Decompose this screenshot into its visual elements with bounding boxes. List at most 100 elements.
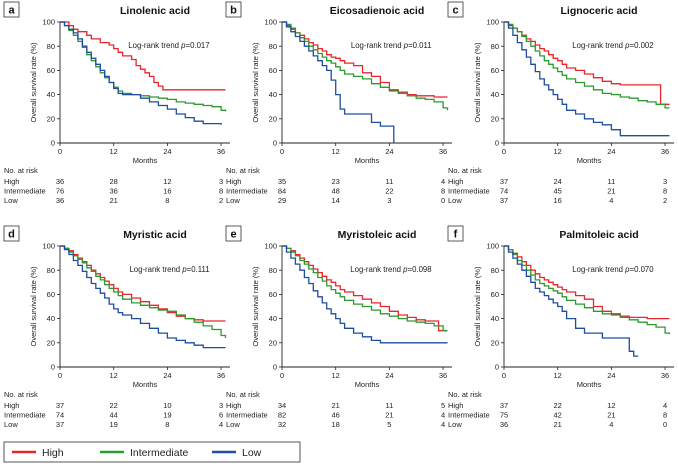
risk-value: 11 (385, 401, 393, 410)
risk-value: 3 (219, 401, 223, 410)
x-tick-label: 0 (58, 147, 62, 156)
risk-row-label: High (226, 401, 241, 410)
y-tick-label: 20 (491, 338, 499, 347)
y-tick-label: 60 (47, 66, 55, 75)
risk-value: 84 (278, 187, 286, 196)
panel-a: a Linolenic acid 0 20 40 60 80 100 0 12 24 36 Months… (3, 1, 230, 205)
risk-value: 18 (332, 420, 340, 429)
panel-label: f (454, 229, 458, 241)
annotation-p: p (624, 265, 630, 274)
annotation-prefix: Log-rank trend (128, 41, 181, 50)
panel-title: Eicosadienoic acid (330, 5, 425, 17)
y-tick-label: 20 (47, 114, 55, 123)
risk-value: 19 (110, 420, 118, 429)
x-tick-label: 24 (607, 147, 615, 156)
km-curve-low (282, 245, 448, 344)
x-axis-title: Months (355, 380, 380, 389)
risk-value: 12 (163, 177, 171, 186)
risk-value: 5 (387, 420, 391, 429)
x-tick-label: 12 (554, 147, 562, 156)
y-tick-label: 60 (269, 66, 277, 75)
y-axis-title: Overall survival rate (%) (473, 42, 482, 123)
x-tick-label: 24 (385, 371, 393, 380)
annotation-value: =0.111 (187, 265, 210, 274)
legend-label: Low (242, 447, 262, 459)
x-tick-label: 36 (439, 371, 447, 380)
y-tick-label: 60 (491, 66, 499, 75)
y-axis-title: Overall survival rate (%) (251, 42, 260, 123)
x-tick-label: 36 (661, 147, 669, 156)
y-tick-label: 20 (47, 338, 55, 347)
panel-title: Linolenic acid (120, 5, 190, 17)
annotation-p: p (181, 265, 187, 274)
annotation-prefix: Log-rank trend (572, 41, 625, 50)
risk-value: 21 (332, 401, 340, 410)
x-axis-title: Months (355, 156, 380, 165)
y-tick-label: 100 (486, 242, 499, 251)
risk-value: 21 (607, 187, 615, 196)
panel-label-box (447, 225, 464, 242)
x-tick-label: 0 (502, 371, 506, 380)
risk-row-label: High (226, 177, 241, 186)
x-tick-label: 36 (217, 147, 225, 156)
y-tick-label: 20 (269, 114, 277, 123)
risk-value: 46 (332, 411, 340, 420)
x-tick-label: 36 (217, 371, 225, 380)
risk-value: 8 (165, 196, 169, 205)
risk-value: 42 (554, 411, 562, 420)
risk-value: 24 (554, 177, 562, 186)
panel-label-box (3, 1, 20, 18)
risk-value: 28 (110, 177, 118, 186)
km-curve-low (282, 21, 395, 143)
km-curve-high (282, 21, 448, 98)
risk-value: 4 (441, 177, 445, 186)
km-curve-intermediate (504, 245, 671, 335)
risk-value: 16 (554, 196, 562, 205)
risk-value: 11 (607, 177, 615, 186)
annotation-p: p (402, 265, 408, 274)
risk-value: 4 (441, 411, 445, 420)
y-tick-label: 0 (273, 363, 277, 372)
risk-value: 21 (607, 411, 615, 420)
x-tick-label: 36 (439, 147, 447, 156)
x-tick-label: 24 (385, 147, 393, 156)
risk-table-heading: No. at risk (4, 166, 38, 175)
risk-value: 32 (278, 420, 286, 429)
risk-value: 8 (165, 420, 169, 429)
panel-label: d (8, 229, 15, 241)
risk-value: 8 (441, 187, 445, 196)
x-tick-label: 24 (607, 371, 615, 380)
km-curve-low (504, 21, 670, 137)
annotation-value: =0.002 (630, 41, 654, 50)
x-tick-label: 24 (163, 147, 171, 156)
y-tick-label: 0 (51, 363, 55, 372)
risk-value: 76 (56, 187, 64, 196)
risk-value: 37 (500, 196, 508, 205)
y-tick-label: 80 (491, 266, 499, 275)
risk-value: 8 (219, 187, 223, 196)
risk-value: 3 (663, 177, 667, 186)
y-tick-label: 40 (491, 90, 499, 99)
y-tick-label: 60 (47, 290, 55, 299)
risk-value: 34 (278, 401, 286, 410)
km-curve-low (60, 21, 222, 125)
risk-value: 0 (441, 196, 445, 205)
panel-label: e (230, 229, 236, 241)
risk-value: 4 (663, 401, 667, 410)
km-curve-high (504, 21, 670, 105)
risk-value: 74 (56, 411, 64, 420)
risk-row-label: High (4, 177, 19, 186)
risk-row-label: Low (4, 420, 18, 429)
y-tick-label: 100 (264, 242, 277, 251)
risk-row-label: Intermediate (4, 187, 46, 196)
y-tick-label: 60 (269, 290, 277, 299)
risk-table-heading: No. at risk (226, 390, 260, 399)
y-tick-label: 40 (47, 314, 55, 323)
risk-value: 35 (278, 177, 286, 186)
km-curve-intermediate (282, 21, 449, 111)
risk-value: 3 (219, 177, 223, 186)
panel-label-box (225, 1, 242, 18)
km-curve-intermediate (282, 245, 448, 332)
log-rank-annotation: Log-rank trend p=0.002 (572, 41, 653, 50)
risk-value: 12 (607, 401, 615, 410)
